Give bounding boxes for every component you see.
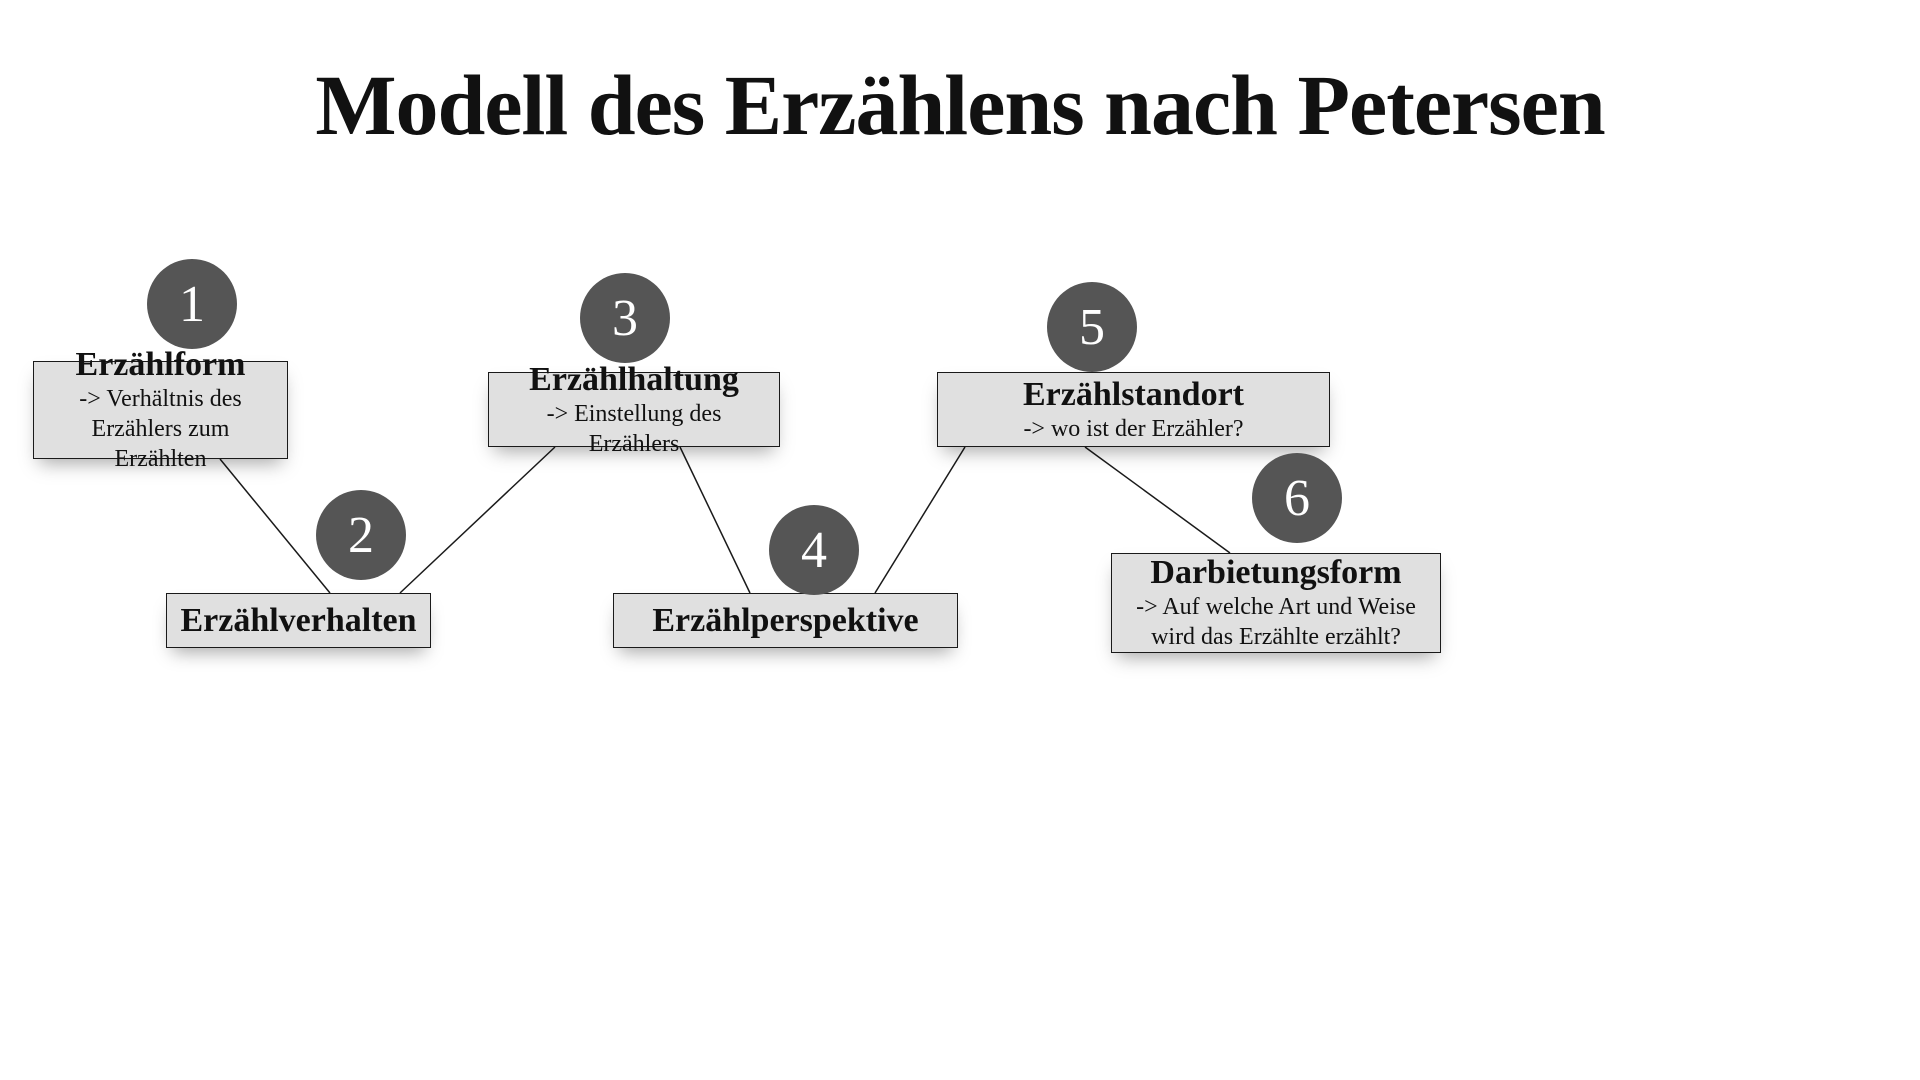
concept-box-subtitle: -> wo ist der Erzähler? [1023,414,1243,444]
step-circle-1: 1 [147,259,237,349]
step-circle-5: 5 [1047,282,1137,372]
concept-box-title: Erzählform [76,346,246,384]
concept-box-3: Erzählhaltung-> Einstellung des Erzähler… [488,372,780,447]
page-title: Modell des Erzählens nach Petersen [0,55,1920,155]
connector-line [400,447,555,593]
step-circle-6: 6 [1252,453,1342,543]
concept-box-1: Erzählform-> Verhältnis des Erzählers zu… [33,361,288,459]
concept-box-title: Erzählhaltung [529,361,739,399]
connector-lines [0,0,1920,1080]
concept-box-subtitle: -> Auf welche Art und Weise wird das Erz… [1122,592,1430,652]
concept-box-6: Darbietungsform-> Auf welche Art und Wei… [1111,553,1441,653]
concept-box-title: Erzählperspektive [652,602,918,640]
connector-line [680,447,750,593]
concept-box-subtitle: -> Verhältnis des Erzählers zum Erzählte… [44,384,277,474]
concept-box-5: Erzählstandort-> wo ist der Erzähler? [937,372,1330,447]
concept-box-subtitle: -> Einstellung des Erzählers [499,399,769,459]
connector-line [1085,447,1230,553]
concept-box-title: Erzählverhalten [180,602,416,640]
step-circle-4: 4 [769,505,859,595]
connector-line [875,447,965,593]
step-circle-3: 3 [580,273,670,363]
concept-box-2: Erzählverhalten [166,593,431,648]
connector-line [220,459,330,593]
diagram-stage: Modell des Erzählens nach Petersen Erzäh… [0,0,1920,1080]
concept-box-title: Darbietungsform [1150,554,1401,592]
step-circle-2: 2 [316,490,406,580]
concept-box-title: Erzählstandort [1023,376,1244,414]
concept-box-4: Erzählperspektive [613,593,958,648]
